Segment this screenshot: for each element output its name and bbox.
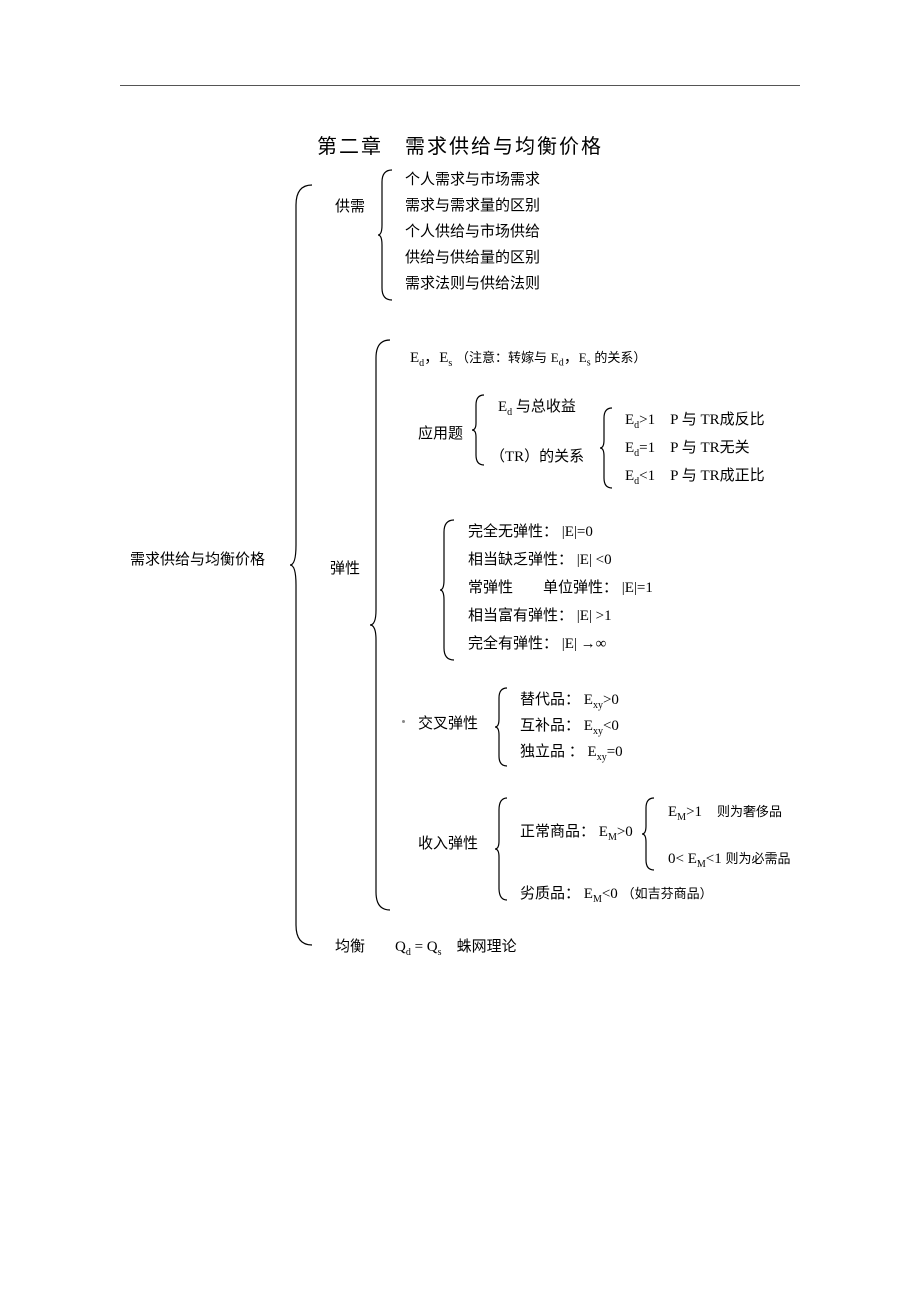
income-inferior-label: 劣质品： [520,886,580,902]
brace-supply-demand [378,170,398,300]
income-normal-0: EM>1 则为奢侈品 [668,800,782,823]
etype-1: 相当缺乏弹性： |E| <0 [468,548,612,569]
page-title: 第二章 需求供给与均衡价格 [0,130,920,159]
symbol-es-2: Es [579,350,591,365]
etype-2: 常弹性 单位弹性： |E|=1 [468,576,653,597]
root-label: 需求供给与均衡价格 [130,548,265,569]
etype-3: 相当富有弹性： |E| >1 [468,604,612,625]
symbol-es: Es [439,350,452,366]
tr-rule-0: Ed>1 P 与 TR成反比 [625,408,765,431]
ed-tr-top-text: 与总收益 [516,399,576,415]
sd-item-4: 需求法则与供给法则 [405,272,540,293]
symbol-ed: Ed [410,350,424,366]
brace-elasticity [370,340,398,910]
ed-tr-bottom: （TR）的关系 [490,445,584,466]
sd-item-1: 需求与需求量的区别 [405,194,540,215]
equilibrium-eq: Qd = Qs 蛛网理论 [395,935,517,958]
tr-rule-1: Ed=1 P 与 TR无关 [625,436,750,459]
cross-2-name: 独立品 [520,744,565,760]
income-normal-1-text: 则为必需品 [726,851,791,866]
cross-elasticity-label: 交叉弹性 [418,712,478,733]
sd-item-0: 个人需求与市场需求 [405,168,540,189]
income-elasticity-label: 收入弹性 [418,832,478,853]
cross-1: 互补品： Exy<0 [520,714,619,737]
ed-es-note-prefix: （注意：转嫁与 [456,350,547,365]
tr-rule-0-text: P 与 TR成反比 [670,412,764,428]
cross-1-name: 互补品 [520,718,565,734]
cross-0: 替代品： Exy>0 [520,688,619,711]
ed-tr-bottom-text: 的关系 [539,449,584,465]
cross-2: 独立品 ： Exy=0 [520,740,623,763]
ed-es-line: Ed，Es （注意：转嫁与 Ed，Es 的关系） [410,346,646,369]
ed-es-note-suffix: 的关系） [594,350,646,365]
section-elasticity-label: 弹性 [330,557,360,578]
etype-4: 完全有弹性： |E| →∞ [468,632,606,653]
equilibrium-text: 蛛网理论 [457,939,517,955]
income-normal-label: 正常商品： [520,824,595,840]
tr-rule-2-cond: Ed<1 [625,468,655,484]
etype-0: 完全无弹性： |E|=0 [468,520,593,541]
tr-rule-0-cond: Ed>1 [625,412,655,428]
tr-rule-1-cond: Ed=1 [625,440,655,456]
tr-rule-2-text: P 与 TR成正比 [670,468,764,484]
income-normal-1: 0< EM<1 则为必需品 [668,848,791,870]
brace-tr-rules [600,408,618,488]
brace-income [495,798,513,900]
income-inferior: 劣质品： EM<0 （如吉芬商品） [520,882,713,905]
symbol-ed-3: Ed [498,399,512,415]
income-normal-0-text: 则为奢侈品 [717,804,782,819]
symbol-ed-2: Ed [551,350,564,365]
page: 第二章 需求供给与均衡价格 需求供给与均衡价格 供需 个人需求与市场需求 需求与… [0,0,920,1303]
sd-item-2: 个人供给与市场供给 [405,220,540,241]
ed-tr-top: Ed 与总收益 [498,395,576,418]
sd-item-3: 供给与供给量的区别 [405,246,540,267]
income-inferior-note: （如吉芬商品） [622,886,713,901]
tr-rule-2: Ed<1 P 与 TR成正比 [625,464,765,487]
cross-0-name: 替代品 [520,692,565,708]
brace-main [290,185,320,945]
section-supply-demand-label: 供需 [335,195,365,216]
brace-income-normal [642,798,660,870]
application-label: 应用题 [418,422,463,443]
top-rule [120,85,800,86]
brace-application [472,395,490,465]
brace-cross [495,688,513,766]
section-equilibrium-label: 均衡 [335,935,365,956]
brace-elasticity-types [440,520,460,660]
tr-rule-1-text: P 与 TR无关 [670,440,749,456]
income-normal: 正常商品： EM>0 [520,820,633,843]
dot-icon [402,720,405,723]
